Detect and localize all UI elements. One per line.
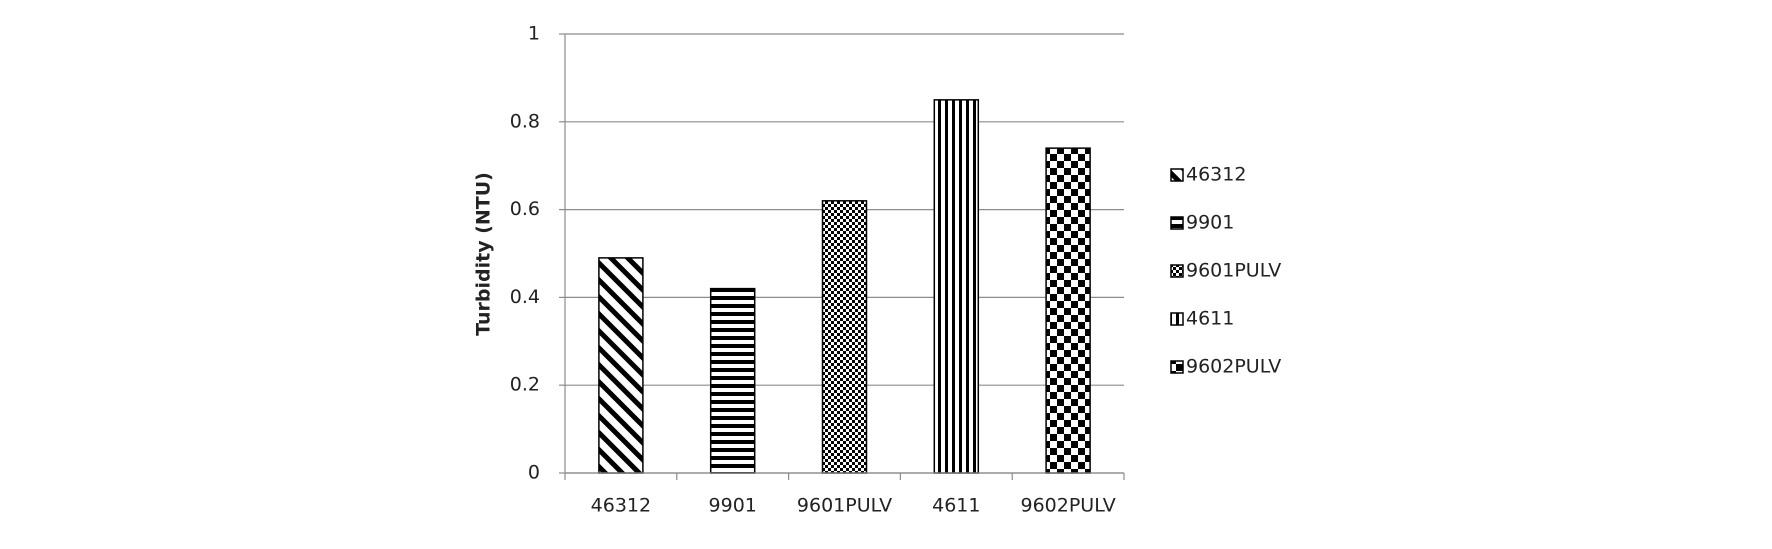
y-tick-label: 0.4	[510, 286, 540, 308]
legend-swatch	[1170, 312, 1184, 326]
legend-label: 9601PULV	[1186, 260, 1281, 282]
bar	[709, 287, 756, 474]
legend-swatch	[1170, 216, 1184, 230]
y-tick-label: 1	[528, 23, 540, 45]
bar	[598, 257, 644, 474]
legend-label: 4611	[1186, 308, 1234, 330]
x-tick-label: 46312	[591, 495, 651, 517]
x-tick-label: 9602PULV	[1020, 495, 1115, 517]
legend-label: 46312	[1186, 164, 1246, 186]
x-tick-label: 9901	[709, 495, 757, 517]
legend-swatch	[1170, 264, 1184, 278]
bar	[821, 200, 868, 474]
y-axis-title: Turbidity (NTU)	[473, 172, 495, 336]
legend-swatch	[1170, 360, 1184, 374]
legend-label: 9901	[1186, 212, 1234, 234]
y-tick-label: 0.6	[510, 198, 540, 220]
y-tick-label: 0	[528, 462, 540, 484]
legend-label: 9602PULV	[1186, 356, 1281, 378]
bar	[1045, 147, 1091, 474]
x-tick-label: 9601PULV	[797, 495, 892, 517]
y-tick-label: 0.2	[510, 374, 540, 396]
legend-swatch	[1170, 168, 1184, 182]
x-tick-label: 4611	[932, 495, 980, 517]
bar	[933, 99, 980, 474]
y-tick-label: 0.8	[510, 110, 540, 132]
